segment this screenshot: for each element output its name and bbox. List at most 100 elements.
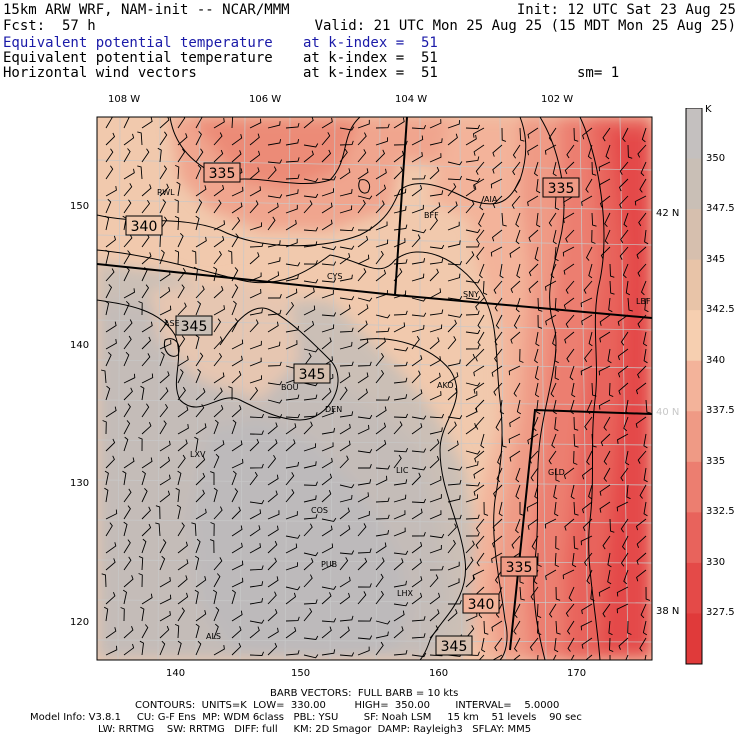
wind-barb (465, 422, 477, 435)
wind-barb (267, 414, 283, 419)
wind-barb (177, 439, 188, 452)
wind-barb (637, 450, 647, 464)
wind-barb (213, 506, 223, 520)
wind-barb (552, 399, 557, 415)
wind-barb (565, 280, 575, 294)
wind-barb (492, 518, 503, 532)
wind-barb (429, 324, 443, 333)
wind-barb (123, 488, 132, 503)
wind-barb (465, 329, 481, 335)
wind-barb (551, 433, 557, 449)
wind-barb (249, 626, 260, 639)
wind-barb (249, 357, 262, 367)
wind-barb (528, 229, 539, 242)
svg-text:340: 340 (468, 597, 495, 613)
wind-barb (231, 284, 239, 299)
wind-barb (231, 267, 239, 282)
wind-barb (636, 569, 647, 582)
wind-barb (321, 117, 333, 129)
wind-barb (285, 511, 298, 520)
wind-barb (465, 514, 480, 520)
colorbar-swatch (686, 108, 702, 160)
wind-barb (516, 263, 521, 279)
wind-barb (303, 178, 319, 183)
wind-barb (599, 501, 611, 513)
wind-barb (465, 296, 481, 301)
wind-barb (607, 569, 612, 585)
wind-barb (375, 465, 391, 470)
x-label-150: 150 (291, 668, 311, 679)
wind-barb (515, 212, 521, 228)
wind-barb (429, 439, 440, 452)
wind-barb (159, 371, 170, 384)
wind-barb (339, 252, 351, 265)
wind-barb (357, 388, 368, 401)
wind-barb (393, 310, 408, 316)
wind-barb (627, 620, 632, 635)
wind-barb (585, 654, 593, 660)
wind-barb (159, 456, 171, 469)
wind-barb (267, 321, 279, 333)
wind-barb (393, 527, 406, 537)
wind-barb (529, 450, 539, 464)
wind-barb (447, 479, 462, 486)
wind-barb (528, 280, 539, 293)
wind-barb (411, 234, 421, 248)
wind-barb (473, 467, 485, 479)
wind-barb (375, 314, 391, 319)
wind-barb (213, 220, 225, 231)
wind-barb (249, 499, 265, 505)
wind-barb (267, 576, 279, 588)
wind-barb (357, 557, 368, 571)
wind-barb (465, 134, 477, 146)
wind-barb (101, 573, 107, 588)
wind-barb (339, 226, 355, 232)
wind-barb (267, 121, 281, 129)
wind-barb (339, 652, 355, 657)
wind-barb (137, 165, 143, 180)
wind-barb (249, 340, 262, 350)
colorbar-swatches (685, 108, 703, 665)
wind-barb (321, 427, 336, 435)
wind-barb (123, 556, 132, 571)
wind-barb (195, 489, 205, 503)
wind-barb (493, 484, 503, 498)
wind-barb (285, 157, 300, 163)
wind-barb (465, 574, 476, 588)
city-ako: AKO (437, 381, 454, 390)
wind-barb (375, 406, 387, 418)
wind-barb (123, 168, 135, 180)
wind-barb (473, 382, 485, 394)
wind-barb (303, 412, 318, 418)
wind-barb (495, 603, 503, 618)
wind-barb (625, 399, 630, 415)
wind-barb (357, 297, 373, 302)
wind-barb (393, 558, 404, 571)
wind-barb (303, 305, 316, 316)
wind-barb (303, 227, 319, 232)
wind-barb (339, 411, 354, 418)
wind-barb (533, 161, 539, 177)
wind-barb (159, 131, 168, 146)
wind-barb (339, 148, 348, 163)
wind-barb (565, 229, 575, 243)
wind-barb (411, 152, 423, 163)
wind-barb (123, 420, 131, 435)
theta-e-332-north (190, 117, 360, 190)
wind-barb (393, 117, 405, 129)
wind-barb (105, 198, 112, 214)
wind-barb (447, 175, 463, 181)
wind-barb (465, 185, 477, 197)
wind-barb (339, 168, 351, 180)
wind-barb (267, 454, 277, 469)
wind-barb (581, 314, 593, 326)
wind-barb (321, 626, 332, 639)
wind-barb (123, 234, 133, 248)
wind-barb (620, 229, 629, 244)
wind-barb (249, 598, 264, 605)
lat-label-38n: 38 N (656, 606, 680, 617)
wind-barb (499, 399, 505, 415)
wind-barb (321, 132, 331, 146)
wind-barb (590, 586, 595, 602)
wind-barb (563, 212, 575, 224)
